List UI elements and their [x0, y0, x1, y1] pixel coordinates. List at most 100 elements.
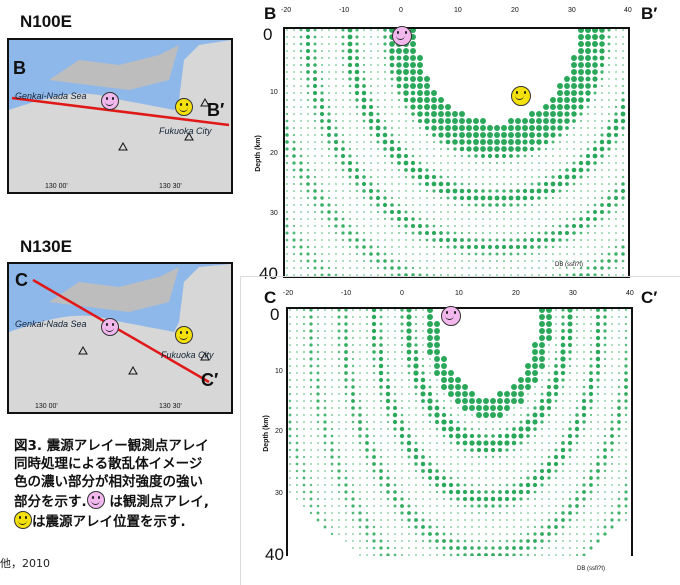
scatter-dot [489, 169, 491, 171]
scatter-dot [489, 225, 491, 227]
scatter-dot [468, 176, 470, 178]
scatter-dot [540, 483, 543, 486]
scatter-dot [624, 385, 628, 389]
scatter-dot [608, 246, 610, 248]
scatter-dot [455, 384, 461, 390]
scatter-dot [510, 162, 512, 164]
scatter-dot [359, 393, 361, 395]
scatter-dot [597, 421, 599, 423]
scatter-dot [394, 540, 396, 542]
scatter-dot [562, 484, 564, 486]
scatter-dot [622, 169, 624, 171]
scatter-dot [590, 435, 592, 437]
scatter-dot [366, 547, 368, 549]
scatter-dot [355, 56, 359, 60]
caption-line-3: 色の濃い部分が相対強度の強い [14, 473, 264, 491]
scatter-dot [414, 448, 418, 452]
scatter-dot [439, 140, 442, 143]
scatter-dot [407, 441, 411, 445]
scatter-dot [338, 400, 340, 402]
scatter-dot [408, 407, 410, 409]
scatter-dot [422, 351, 424, 353]
scatter-dot [345, 393, 348, 396]
scatter-dot [407, 357, 411, 361]
scatter-dot [554, 448, 557, 451]
scatter-dot [615, 50, 617, 52]
scatter-dot [604, 365, 606, 367]
scatter-dot [503, 253, 506, 256]
scatter-dot [559, 190, 562, 193]
scatter-dot [497, 440, 502, 445]
scatter-dot [463, 546, 467, 550]
scatter-dot [352, 449, 354, 451]
scatter-dot [488, 252, 491, 255]
scatter-dot [327, 140, 330, 143]
scatter-dot [622, 36, 624, 38]
scatter-dot [491, 553, 495, 556]
scatter-dot [425, 126, 429, 130]
scatter-dot [441, 370, 447, 376]
scatter-dot [324, 512, 326, 514]
scatter-dot [300, 113, 302, 115]
scatter-dot [447, 253, 449, 255]
scatter-dot [488, 245, 492, 249]
scatter-dot [583, 470, 585, 472]
scatter-dot [554, 462, 558, 466]
scatter-dot [583, 463, 585, 465]
scatter-dot [384, 176, 386, 178]
scatter-dot [517, 253, 520, 256]
scatter-dot [578, 55, 584, 61]
scatter-dot [552, 246, 554, 248]
scatter-dot [592, 34, 598, 40]
scatter-dot [303, 435, 305, 437]
scatter-dot [576, 316, 578, 318]
scatter-dot [569, 379, 571, 381]
scatter-dot [621, 98, 624, 101]
map-n100e: B B′ Genkai-Nada Sea Fukuoka City 130 00… [7, 38, 233, 194]
scatter-dot [532, 377, 538, 383]
scatter-dot [345, 400, 347, 402]
scatter-dot [550, 132, 555, 137]
scatter-dot [461, 183, 464, 186]
scatter-dot [331, 358, 333, 360]
scatter-dot [300, 141, 302, 143]
scatter-dot [618, 435, 621, 438]
scatter-dot [300, 239, 303, 242]
scatter-dot [324, 491, 326, 493]
scatter-dot [372, 315, 376, 319]
scatter-dot [384, 225, 386, 227]
scatter-dot [603, 329, 606, 332]
scatter-dot [296, 379, 298, 381]
scatter-dot [286, 239, 289, 242]
scatter-dot [293, 78, 295, 80]
scatter-dot [387, 470, 389, 472]
scatter-dot [589, 385, 593, 389]
scatter-dot [338, 456, 341, 459]
scatter-dot [352, 470, 354, 472]
scatter-dot [349, 120, 351, 122]
scatter-dot [408, 393, 410, 395]
scatter-dot [405, 120, 407, 122]
scatter-dot [432, 133, 436, 137]
scatter-dot [351, 504, 354, 507]
scatter-dot [534, 505, 536, 507]
scatter-dot [569, 400, 571, 402]
scatter-dot [327, 112, 330, 115]
scatter-dot [541, 554, 543, 556]
scatter-dot [586, 161, 591, 166]
scatter-dot [457, 456, 459, 458]
scatter-dot [454, 253, 456, 255]
scatter-dot [303, 351, 305, 353]
scatter-dot [317, 435, 319, 437]
scatter-dot [317, 442, 319, 444]
scatter-dot [419, 253, 421, 255]
scatter-dot [608, 190, 610, 192]
station-array-icon [392, 26, 412, 46]
scatter-dot [310, 393, 312, 395]
scatter-dot [376, 259, 379, 262]
scatter-dot [568, 343, 572, 347]
scatter-dot [576, 379, 578, 381]
scatter-dot [324, 309, 326, 311]
scatter-dot [404, 217, 408, 221]
scatter-dot [576, 470, 578, 472]
